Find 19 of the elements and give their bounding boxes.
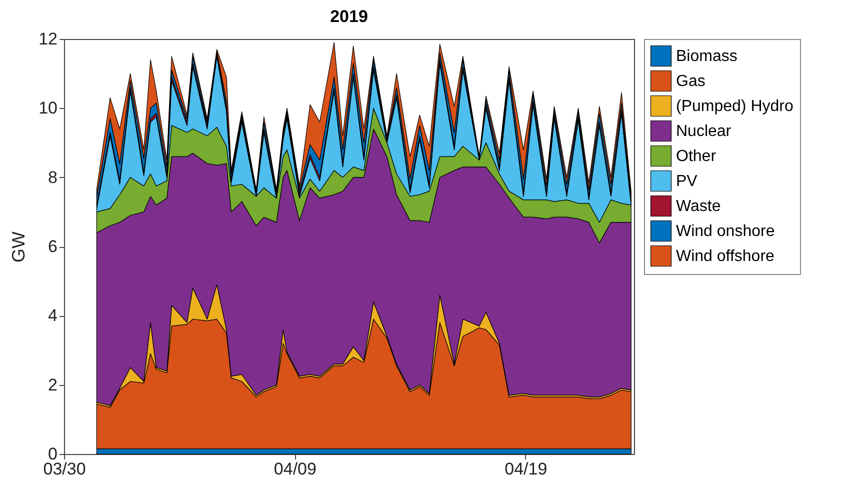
x-tick-label: 04/19 [504,460,548,478]
legend-label: (Pumped) Hydro [676,98,794,115]
y-axis-title: GW [8,232,29,262]
y-tick-label: 12 [38,30,58,48]
y-tick-label: 2 [48,375,58,394]
legend-label: PV [676,173,698,190]
x-tick-label: 04/09 [274,460,316,478]
legend-label: Other [676,148,717,165]
chart-title: 2019 [330,7,368,26]
legend-label: Wind offshore [676,248,775,265]
y-tick-label: 10 [38,98,58,118]
legend-label: Nuclear [676,123,732,140]
legend-label: Biomass [676,48,738,65]
legend-label: Waste [676,198,721,215]
y-tick-label: 8 [48,168,58,187]
y-tick-label: 4 [48,306,58,326]
y-tick-label: 6 [48,237,58,256]
legend-label: Wind onshore [676,223,775,240]
legend-label: Gas [676,73,706,90]
